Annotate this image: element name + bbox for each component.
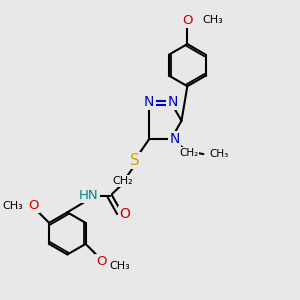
- Text: O: O: [97, 255, 107, 268]
- Text: CH₂: CH₂: [179, 148, 198, 158]
- Text: CH₃: CH₃: [202, 15, 223, 25]
- Text: CH₂: CH₂: [112, 176, 133, 186]
- Text: N: N: [169, 133, 180, 146]
- Text: O: O: [29, 200, 39, 212]
- Text: N: N: [144, 95, 154, 109]
- Text: CH₃: CH₃: [209, 149, 229, 159]
- Text: CH₃: CH₃: [110, 261, 130, 271]
- Text: CH₃: CH₃: [3, 201, 23, 211]
- Text: S: S: [130, 153, 140, 168]
- Text: N: N: [167, 95, 178, 109]
- Text: HN: HN: [79, 189, 98, 202]
- Text: O: O: [119, 207, 130, 221]
- Text: O: O: [182, 14, 193, 27]
